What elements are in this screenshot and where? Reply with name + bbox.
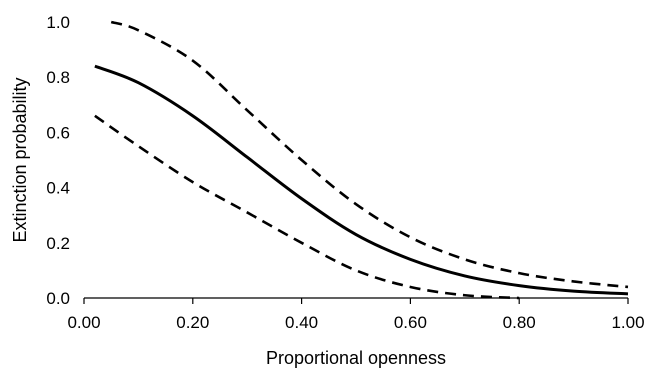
x-tick-label: 1.00 <box>611 313 644 332</box>
x-tick-marks <box>83 298 629 304</box>
series-line-estimate <box>94 64 629 296</box>
x-tick-labels: 0.00 0.20 0.40 0.60 0.80 1.00 <box>67 313 644 332</box>
y-tick-label: 0.0 <box>46 289 70 308</box>
series-line-upper-bound <box>110 20 629 289</box>
y-axis-title: Extinction probability <box>10 77 30 242</box>
x-tick-label: 0.60 <box>394 313 427 332</box>
y-tick-labels: 0.0 0.2 0.4 0.6 0.8 1.0 <box>46 13 70 308</box>
y-tick-label: 0.4 <box>46 179 70 198</box>
x-tick-label: 0.00 <box>67 313 100 332</box>
y-tick-label: 1.0 <box>46 13 70 32</box>
y-tick-label: 0.8 <box>46 68 70 87</box>
y-tick-label: 0.6 <box>46 123 70 142</box>
x-tick-label: 0.80 <box>503 313 536 332</box>
x-tick-label: 0.40 <box>285 313 318 332</box>
x-axis-title: Proportional openness <box>266 348 446 368</box>
series-lines <box>94 20 629 300</box>
series-line-lower-bound <box>94 114 520 300</box>
plot-area: 0.00 0.20 0.40 0.60 0.80 1.00 0.0 0.2 0.4 0.6 0.8… <box>46 13 644 332</box>
y-tick-label: 0.2 <box>46 234 70 253</box>
x-tick-label: 0.20 <box>176 313 209 332</box>
